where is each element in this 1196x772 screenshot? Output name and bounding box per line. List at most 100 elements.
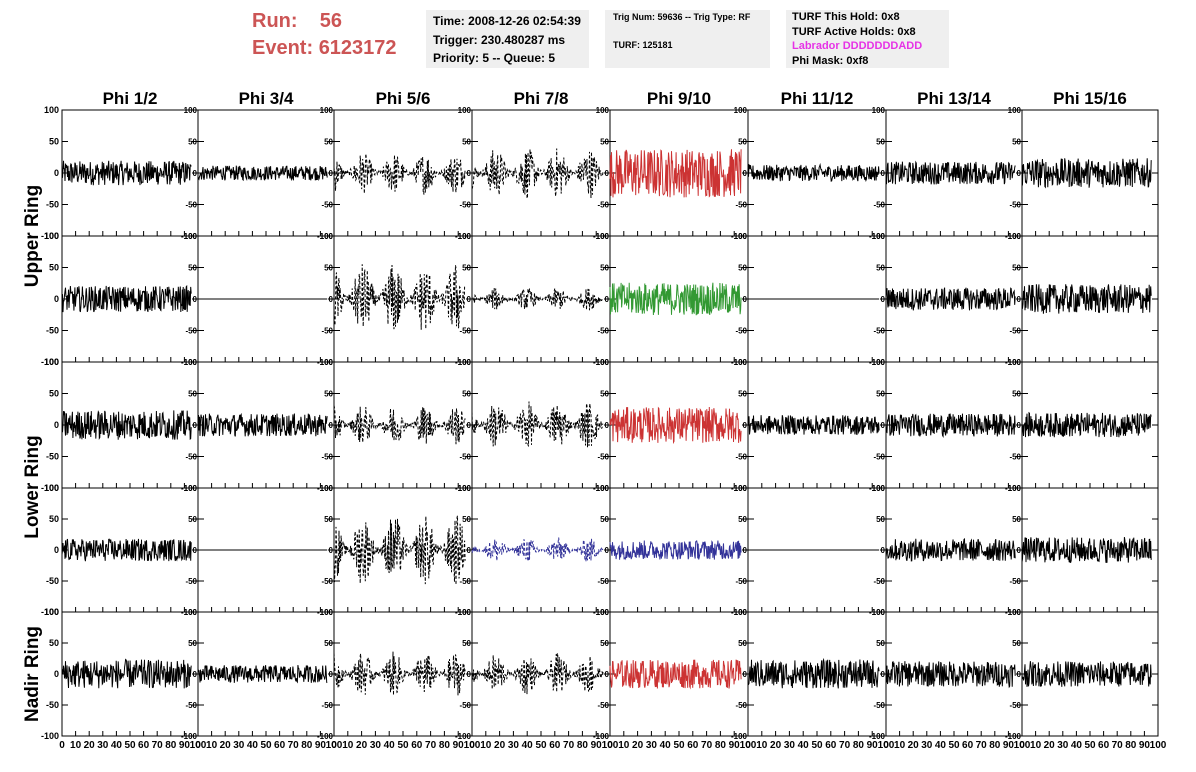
y-tick-label: -50 [185,201,197,210]
y-tick-label: -100 [41,357,59,367]
y-tick-label: -50 [321,327,333,336]
turf-this-hold-text: TURF This Hold: 0x8 [792,11,900,23]
column-title: Phi 11/12 [781,89,854,108]
y-tick-label: -100 [41,231,59,241]
y-tick-label: 0 [193,546,198,555]
waveform-trace [471,651,604,695]
y-tick-label: -100 [41,607,59,617]
waveform-trace [609,149,742,198]
row-group-label: Nadir Ring [22,626,43,722]
y-tick-label: 50 [324,264,333,273]
y-tick-label: 0 [881,421,886,430]
y-tick-label: -50 [873,327,885,336]
x-tick-label: 100 [464,740,481,751]
x-tick-label: 50 [535,740,547,751]
y-tick-label: 50 [876,639,885,648]
y-tick-label: -50 [321,201,333,210]
waveform-trace [885,537,1016,562]
x-tick-label: 60 [962,740,974,751]
y-tick-label: 100 [44,483,59,493]
waveform-trace [333,264,466,330]
y-tick-label: 50 [324,515,333,524]
x-tick-label: 70 [1112,740,1124,751]
y-tick-label: -50 [185,453,197,462]
y-tick-label: -50 [597,327,609,336]
column-title: Phi 5/6 [376,89,431,108]
y-tick-label: -50 [185,327,197,336]
y-tick-label: -50 [46,576,59,586]
y-tick-label: 100 [872,608,886,617]
y-tick-label: 100 [596,232,610,241]
y-tick-label: 0 [743,169,748,178]
y-tick-label: 0 [1017,169,1022,178]
trig-num-text: Trig Num: 59636 -- Trig Type: RF [613,12,751,22]
y-tick-label: 50 [738,515,747,524]
y-tick-label: 0 [54,168,59,178]
y-tick-label: -50 [459,577,471,586]
x-tick-label: 90 [591,740,603,751]
y-tick-label: 0 [881,169,886,178]
y-tick-label: 0 [193,670,198,679]
y-tick-label: 0 [881,546,886,555]
x-tick-label: 60 [825,740,837,751]
x-tick-label: 60 [138,740,150,751]
y-tick-label: -50 [1009,327,1021,336]
y-tick-label: 0 [881,670,886,679]
x-tick-label: 50 [260,740,272,751]
y-tick-label: 50 [188,264,197,273]
y-tick-label: -50 [46,326,59,336]
y-tick-label: 100 [458,106,472,115]
y-tick-label: 0 [54,420,59,430]
x-tick-label: 20 [1044,740,1056,751]
y-tick-label: -50 [185,701,197,710]
x-tick-label: 0 [1019,740,1025,751]
x-tick-label: 50 [1084,740,1096,751]
y-tick-label: 0 [1017,421,1022,430]
x-tick-label: 20 [770,740,782,751]
y-tick-label: -50 [873,453,885,462]
y-tick-label: 100 [320,484,334,493]
y-tick-label: 50 [600,515,609,524]
x-tick-label: 100 [326,740,343,751]
waveform-trace [61,538,192,562]
event-label: Event: [252,37,314,59]
waveform-trace [197,165,328,182]
x-tick-label: 60 [1098,740,1110,751]
x-tick-label: 0 [469,740,475,751]
x-tick-label: 30 [233,740,245,751]
waveform-trace [197,412,328,437]
y-tick-label: 0 [467,169,472,178]
x-tick-label: 0 [195,740,201,751]
y-tick-label: 100 [1008,106,1022,115]
x-tick-label: 40 [384,740,396,751]
y-tick-label: 100 [44,231,59,241]
y-tick-label: 100 [320,608,334,617]
waveform-trace [747,162,880,183]
y-tick-label: 50 [49,514,59,524]
y-tick-label: 50 [462,264,471,273]
x-tick-label: 30 [921,740,933,751]
y-tick-label: -50 [1009,577,1021,586]
y-tick-label: 50 [738,264,747,273]
waveform-trace [885,413,1016,439]
event-row: Event: 6123172 [252,35,422,62]
x-tick-label: 70 [425,740,437,751]
y-tick-label: 0 [743,670,748,679]
y-tick-label: -50 [597,453,609,462]
x-tick-label: 90 [867,740,879,751]
y-tick-label: -100 [41,483,59,493]
x-tick-label: 70 [152,740,164,751]
x-tick-label: 60 [274,740,286,751]
y-tick-label: 0 [329,670,334,679]
y-tick-label: -50 [321,453,333,462]
y-tick-label: -50 [459,201,471,210]
waveform-trace [333,405,466,445]
column-title: Phi 13/14 [917,89,991,108]
x-tick-label: 100 [602,740,619,751]
y-tick-label: 50 [188,515,197,524]
x-tick-label: 40 [1071,740,1083,751]
x-tick-label: 90 [1139,740,1151,751]
y-tick-label: -50 [459,701,471,710]
y-tick-label: 0 [329,295,334,304]
y-tick-label: 50 [49,263,59,273]
